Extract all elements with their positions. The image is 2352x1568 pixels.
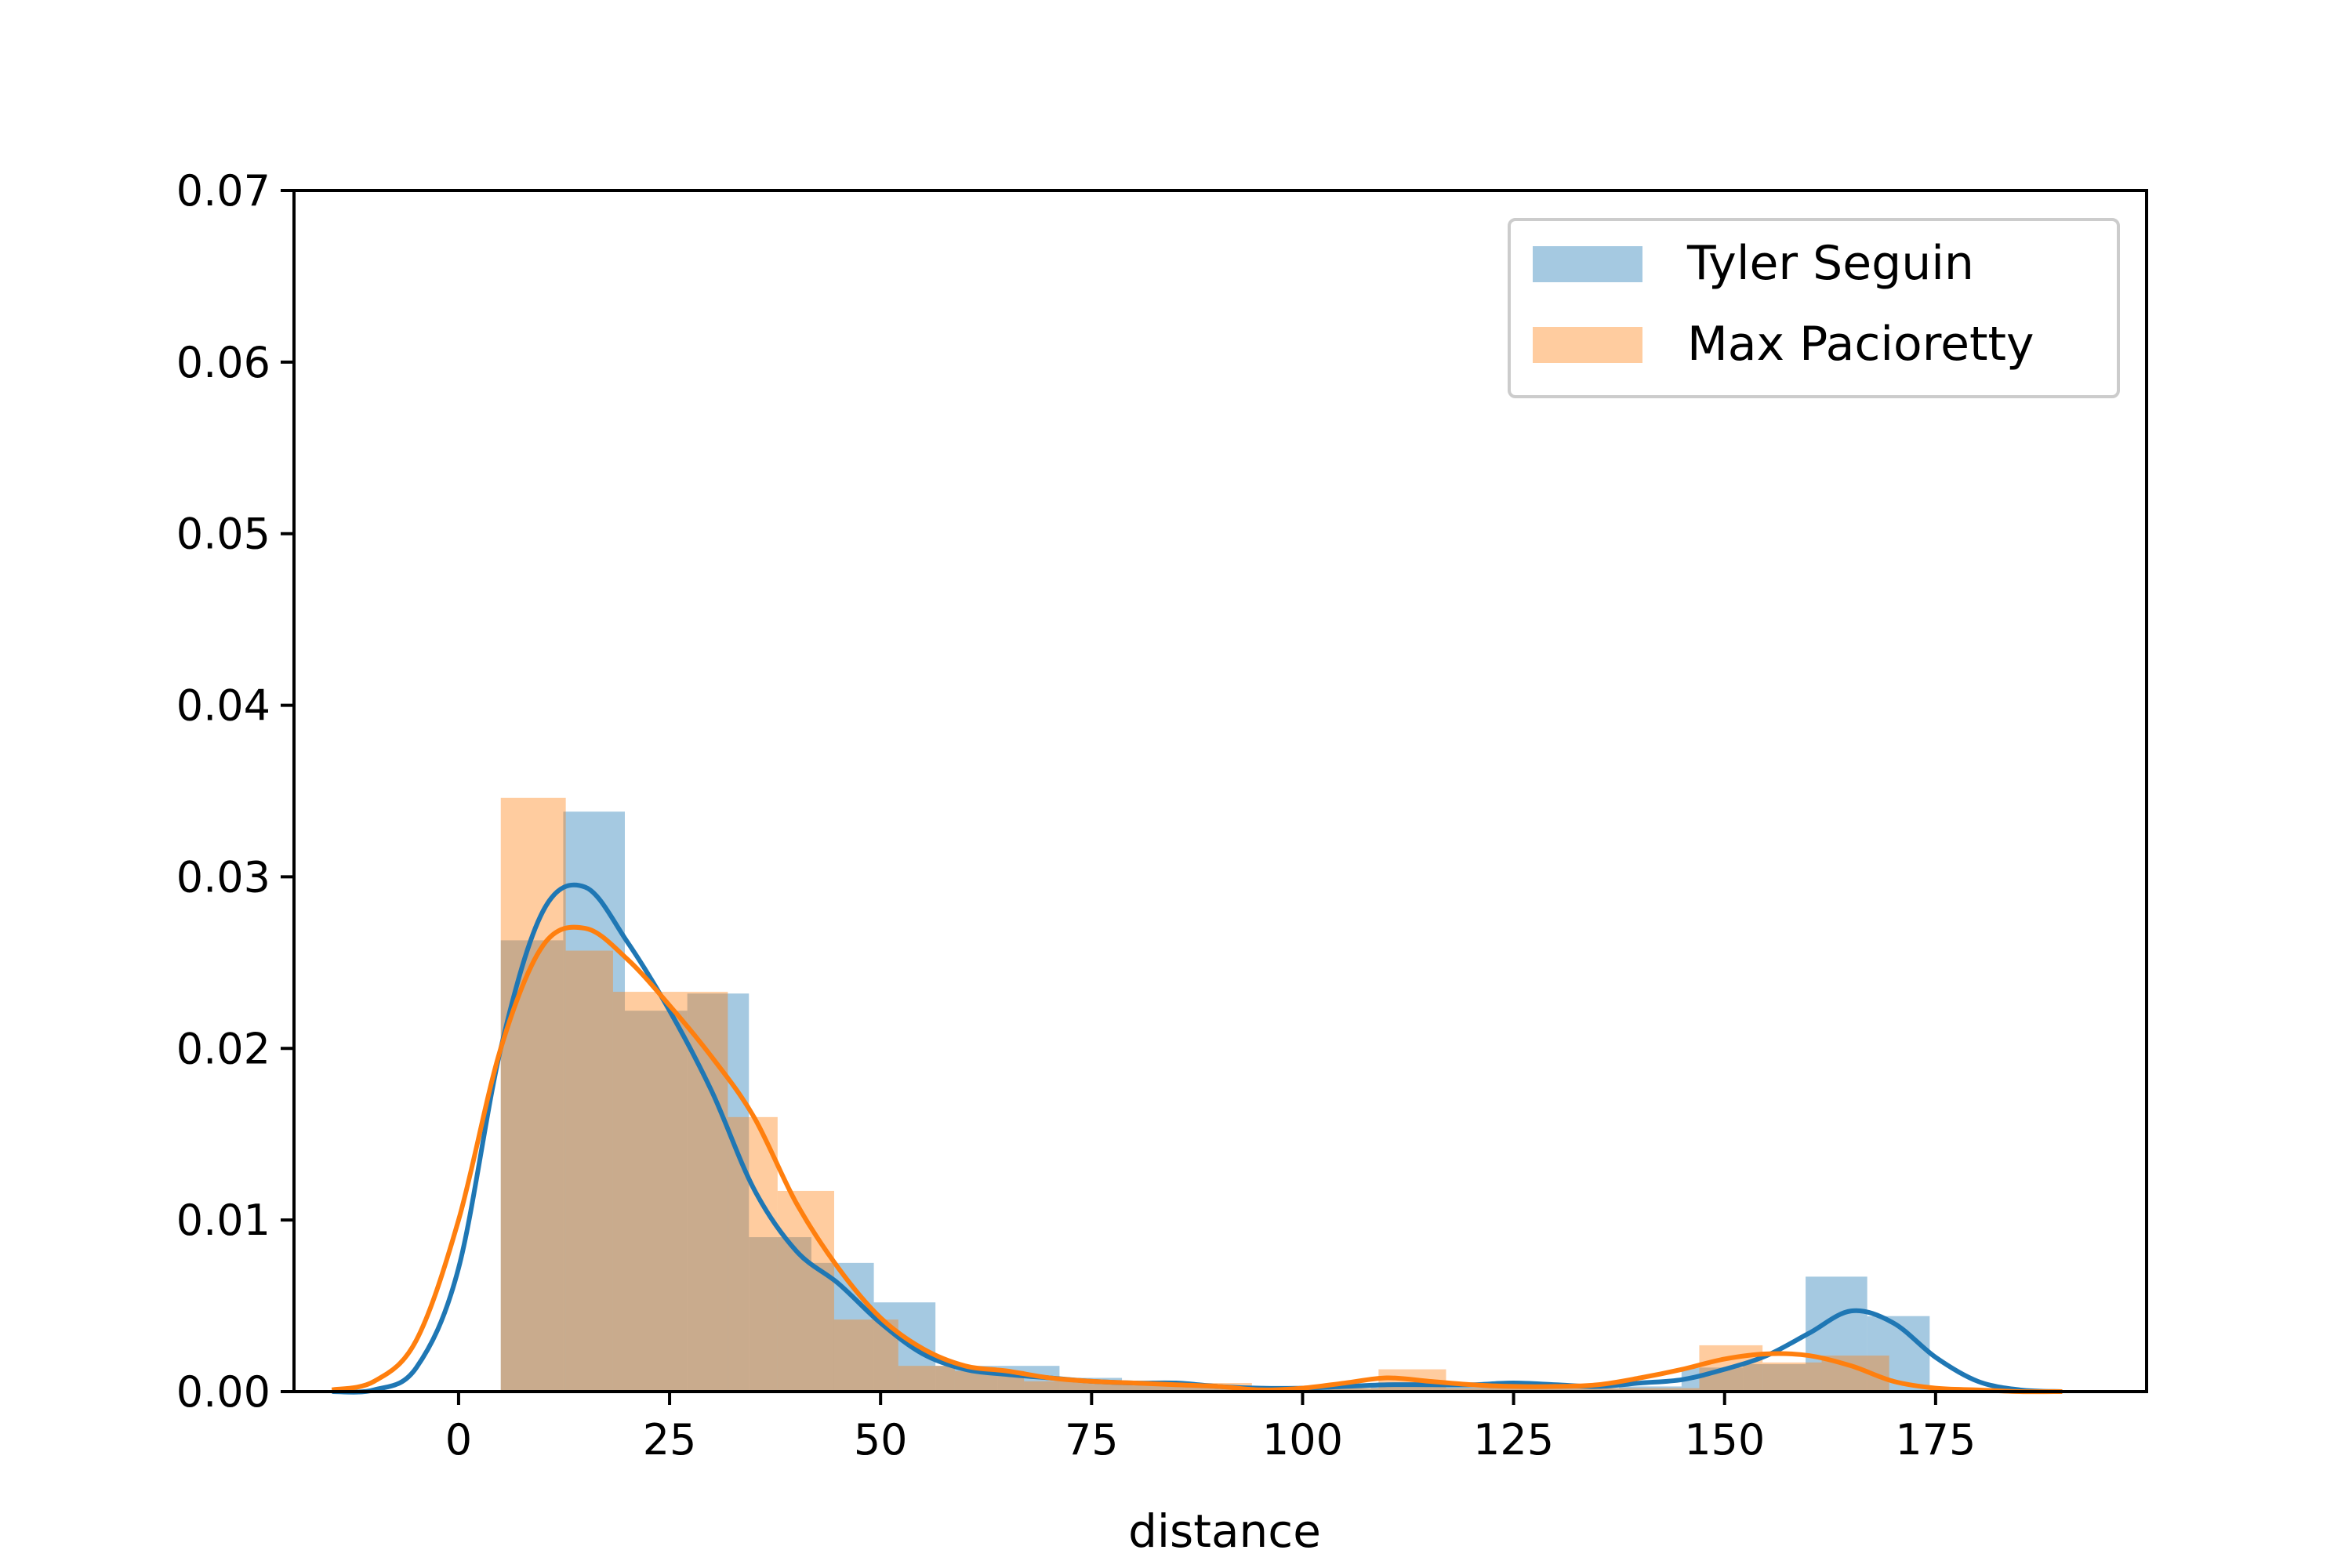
bar-max-pacioretty-3 (728, 1116, 778, 1392)
legend-swatch-tyler-seguin (1533, 246, 1642, 282)
histogram-bars (500, 797, 1930, 1392)
y-tick-label: 0.01 (176, 1196, 270, 1245)
bar-tyler-seguin-1 (563, 811, 626, 1392)
x-tick-label: 0 (445, 1415, 472, 1465)
plot-frame (292, 189, 2148, 1393)
bar-max-pacioretty-14 (1446, 1388, 1700, 1392)
x-tick-label: 150 (1684, 1415, 1765, 1465)
bar-tyler-seguin-17 (1556, 1388, 1620, 1392)
bar-tyler-seguin-4 (749, 1237, 811, 1392)
bar-tyler-seguin-15 (1432, 1383, 1495, 1392)
bar-tyler-seguin-20 (1743, 1363, 1806, 1392)
legend-swatch-max-pacioretty (1533, 327, 1642, 363)
bar-tyler-seguin-21 (1806, 1276, 1867, 1392)
x-tick-label: 100 (1262, 1415, 1343, 1465)
legend-label-tyler-seguin: Tyler Seguin (1686, 236, 1974, 291)
bar-max-pacioretty-9 (1100, 1383, 1176, 1392)
legend-box (1508, 218, 2120, 398)
y-tick-label: 0.07 (176, 166, 270, 216)
x-tick-label: 25 (643, 1415, 697, 1465)
bar-max-pacioretty-4 (777, 1190, 834, 1392)
bar-max-pacioretty-1 (565, 950, 613, 1392)
bar-tyler-seguin-13 (1308, 1388, 1371, 1392)
bar-tyler-seguin-2 (625, 1011, 688, 1392)
legend: Tyler Seguin Max Pacioretty (1508, 218, 2120, 398)
y-tick-label: 0.00 (176, 1367, 270, 1417)
bar-max-pacioretty-6 (898, 1366, 955, 1392)
kde-curves (331, 882, 2063, 1395)
legend-label-max-pacioretty: Max Pacioretty (1687, 317, 2034, 372)
y-tick-label: 0.02 (176, 1024, 270, 1073)
x-tick-label: 175 (1895, 1415, 1976, 1465)
bar-max-pacioretty-0 (500, 797, 566, 1392)
x-axis-label: distance (1128, 1504, 1321, 1558)
y-tick-label: 0.04 (176, 681, 270, 731)
bar-max-pacioretty-2 (612, 992, 728, 1392)
y-axis: 0.00 0.01 0.02 0.03 0.04 0.05 0.06 0.07 (176, 166, 294, 1417)
x-tick-label: 75 (1065, 1415, 1119, 1465)
kde-line-max-pacioretty (331, 924, 2063, 1395)
bar-tyler-seguin-14 (1370, 1386, 1433, 1392)
x-tick-label: 125 (1473, 1415, 1554, 1465)
bar-tyler-seguin-18 (1619, 1386, 1682, 1392)
x-axis: 0 25 50 75 100 125 150 175 (445, 1392, 1976, 1465)
bar-tyler-seguin-6 (873, 1302, 936, 1392)
y-tick-label: 0.03 (176, 852, 270, 902)
bar-max-pacioretty-8 (1024, 1381, 1101, 1392)
bar-max-pacioretty-16 (1762, 1362, 1822, 1392)
y-tick-label: 0.05 (176, 510, 270, 559)
y-tick-label: 0.06 (176, 338, 270, 387)
bar-tyler-seguin-11 (1184, 1386, 1247, 1392)
x-tick-label: 50 (854, 1415, 908, 1465)
bar-max-pacioretty-12 (1327, 1388, 1379, 1392)
